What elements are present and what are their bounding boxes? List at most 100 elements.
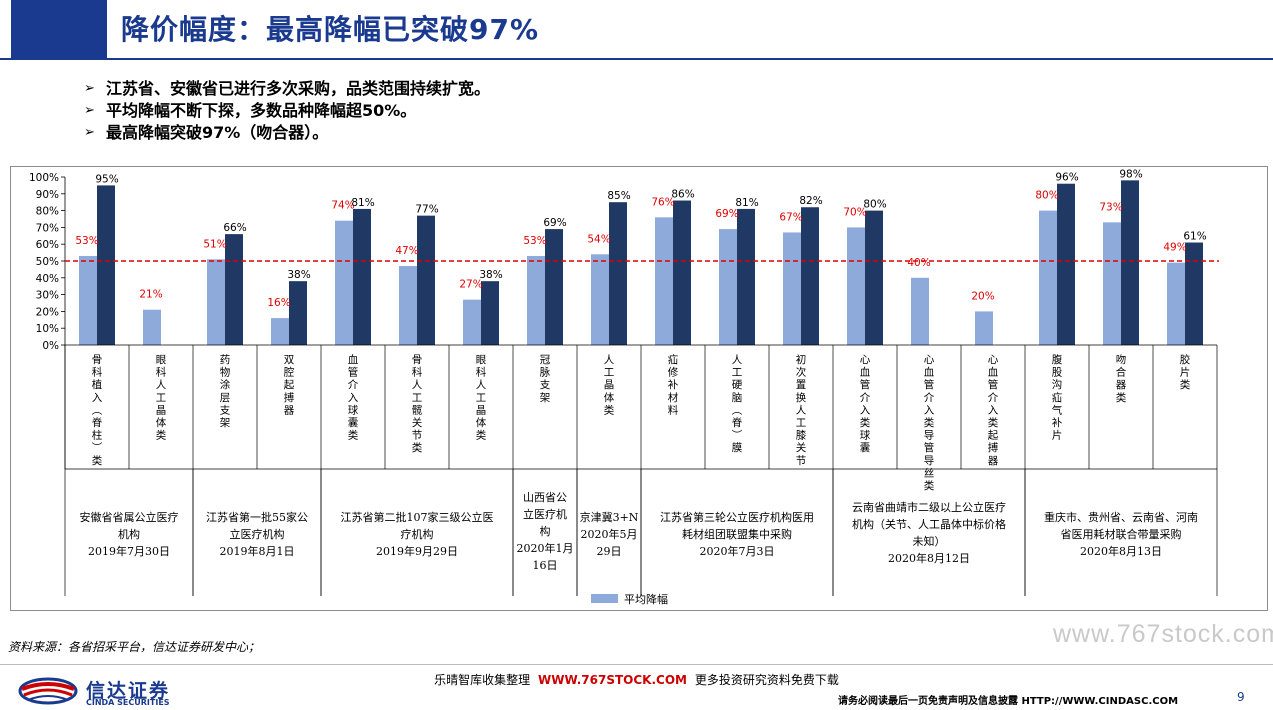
- category-label-char: 骨: [412, 354, 423, 366]
- category-label-char: 胶: [1180, 353, 1191, 366]
- category-label-char: 类: [924, 416, 935, 429]
- category-label-char: 类: [1180, 378, 1191, 391]
- category-label-char: 类: [988, 416, 999, 429]
- category-label-char: 入: [924, 404, 935, 416]
- group-label-line: 云南省曲靖市二级以上公立医疗: [852, 500, 1006, 514]
- category-label-char: 工: [732, 367, 743, 379]
- max-data-label: 95%: [95, 173, 118, 185]
- avg-bar: [79, 255, 97, 345]
- avg-bar: [1039, 210, 1057, 345]
- group-label-line: 疗机构: [401, 527, 434, 541]
- avg-bar: [847, 227, 865, 345]
- category-label-char: 修: [668, 366, 679, 379]
- bullet-text: 最高降幅突破97%（吻合器）。: [106, 123, 329, 142]
- group-label-line: 2020年8月13日: [1080, 544, 1162, 558]
- category-label-char: 入: [348, 392, 359, 404]
- avg-bar: [1103, 222, 1121, 345]
- max-data-label: 96%: [1055, 172, 1078, 184]
- avg-data-label: 53%: [75, 235, 98, 247]
- legend-label: 平均降幅: [624, 592, 668, 606]
- avg-data-label: 47%: [395, 245, 418, 257]
- category-label-char: 材: [668, 391, 679, 404]
- category-label-char: 眼: [476, 354, 487, 366]
- y-tick-label: 80%: [36, 206, 59, 218]
- avg-bar: [911, 277, 929, 345]
- category-label-char: 合: [1116, 366, 1127, 379]
- legend-swatch: [591, 594, 618, 603]
- category-label-char: 体: [156, 417, 167, 429]
- max-bar: [1121, 180, 1139, 345]
- avg-bar: [463, 299, 481, 345]
- category-label-char: 疝: [1052, 391, 1063, 404]
- max-data-label: 61%: [1183, 231, 1206, 243]
- category-label-char: 起: [988, 430, 999, 442]
- category-label-char: 科: [156, 366, 167, 379]
- avg-data-label: 80%: [1035, 190, 1058, 202]
- category-label-char: 入: [860, 404, 871, 416]
- category-label-char: 涂: [220, 378, 231, 391]
- category-label-char: 药: [220, 354, 231, 366]
- category-label-char: 支: [540, 379, 551, 391]
- avg-bar: [1167, 262, 1185, 345]
- avg-bar: [143, 309, 161, 345]
- group-label-line: 省医用耗材联合带量采购: [1061, 527, 1182, 541]
- group-label-line: 未知）: [913, 534, 946, 548]
- category-label-char: 关: [796, 441, 807, 454]
- max-data-label: 38%: [287, 269, 310, 281]
- max-bar: [865, 210, 883, 345]
- promo-url-link[interactable]: WWW.767STOCK.COM: [538, 673, 687, 687]
- avg-bar: [783, 232, 801, 345]
- avg-bar: [271, 318, 289, 345]
- category-label-char: 人: [604, 354, 615, 366]
- category-label-char: 类: [476, 429, 487, 442]
- group-label-line: 2019年8月1日: [220, 544, 295, 558]
- category-label-char: 类: [924, 479, 935, 492]
- max-bar: [97, 185, 115, 345]
- avg-data-label: 40%: [907, 257, 930, 269]
- category-label-char: 科: [412, 366, 423, 379]
- page-number: 9: [1237, 690, 1245, 704]
- arrow-bullet-icon: ➢: [84, 81, 95, 96]
- category-label-char: 置: [796, 379, 807, 391]
- avg-bar: [207, 259, 225, 345]
- avg-data-label: 69%: [715, 208, 738, 220]
- group-label-line: 立医疗机构: [230, 527, 285, 541]
- category-label-char: 血: [860, 366, 871, 379]
- group-label-line: 安徽省省属公立医疗: [80, 510, 179, 524]
- max-bar: [1057, 183, 1075, 345]
- category-label-char: 管: [860, 378, 871, 391]
- category-label-char: 介: [348, 379, 359, 391]
- category-label-char: 科: [92, 366, 103, 379]
- group-label-line: 29日: [597, 545, 622, 558]
- bullet-text: 江苏省、安徽省已进行多次采购，品类范围持续扩宽。: [106, 79, 491, 98]
- bullet-item: ➢ 平均降幅不断下探，多数品种降幅超50%。: [84, 100, 490, 122]
- category-label-char: 晶: [604, 379, 615, 391]
- category-label-char: 脊: [732, 416, 743, 429]
- avg-bar: [975, 311, 993, 345]
- group-label-line: 2019年9月29日: [376, 544, 458, 558]
- avg-bar: [335, 220, 353, 345]
- logo-english-text: CINDA SECURITIES: [86, 698, 170, 707]
- group-label-line: 山西省公: [523, 491, 567, 504]
- category-label-char: 类: [860, 416, 871, 429]
- avg-data-label: 54%: [587, 233, 610, 245]
- category-label-char: 工: [476, 392, 487, 404]
- category-label-char: 类: [412, 441, 423, 454]
- group-label-line: 2020年1月: [517, 541, 574, 555]
- category-label-char: 片: [1052, 429, 1063, 442]
- max-bar: [353, 208, 371, 345]
- max-data-label: 82%: [799, 195, 822, 207]
- avg-bar: [591, 254, 609, 345]
- category-label-char: 类: [156, 429, 167, 442]
- category-label-char: 体: [604, 392, 615, 404]
- avg-bar: [719, 229, 737, 345]
- category-label-char: ︵: [92, 404, 103, 416]
- avg-data-label: 73%: [1099, 201, 1122, 213]
- category-label-char: 心: [860, 354, 871, 366]
- category-label-char: 沟: [1052, 378, 1063, 391]
- max-bar: [545, 229, 563, 345]
- company-logo: 信达证券 CINDA SECURITIES: [18, 674, 218, 708]
- category-label-char: 柱: [92, 429, 103, 442]
- category-label-char: 科: [476, 366, 487, 379]
- logo-globe-icon: [18, 677, 78, 705]
